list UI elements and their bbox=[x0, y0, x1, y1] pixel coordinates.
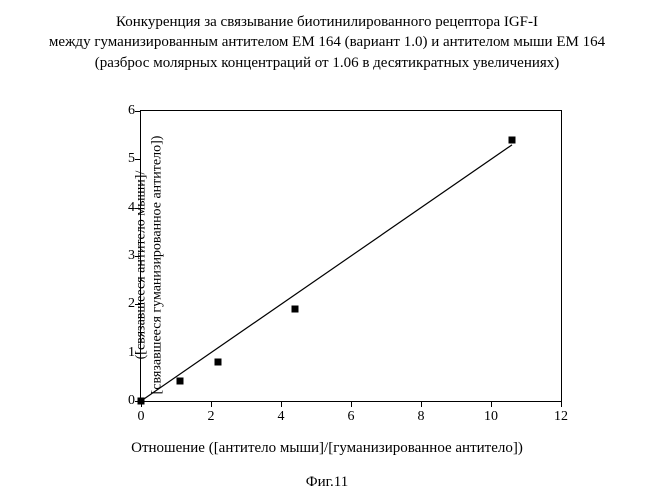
y-tick bbox=[135, 304, 141, 305]
y-tick-label: 3 bbox=[115, 248, 135, 264]
x-tick-label: 6 bbox=[339, 409, 363, 425]
title-line-3: (разброс молярных концентраций от 1.06 в… bbox=[0, 53, 654, 73]
x-tick-label: 2 bbox=[199, 409, 223, 425]
title-block: Конкуренция за связывание биотинилирован… bbox=[0, 12, 654, 73]
page: Конкуренция за связывание биотинилирован… bbox=[0, 0, 654, 500]
fit-line bbox=[141, 145, 512, 401]
figure-caption: Фиг.11 bbox=[0, 474, 654, 491]
chart: ([связавшееся антитело мыши]/ [связавшее… bbox=[60, 100, 600, 430]
y-tick bbox=[135, 208, 141, 209]
title-line-1: Конкуренция за связывание биотинилирован… bbox=[0, 12, 654, 32]
data-point bbox=[138, 398, 145, 405]
x-tick-label: 0 bbox=[129, 409, 153, 425]
x-tick bbox=[491, 401, 492, 407]
y-tick-label: 6 bbox=[115, 103, 135, 119]
data-point bbox=[292, 306, 299, 313]
x-tick bbox=[561, 401, 562, 407]
fit-line-svg bbox=[141, 111, 561, 401]
y-tick-label: 5 bbox=[115, 151, 135, 167]
x-tick bbox=[421, 401, 422, 407]
y-tick bbox=[135, 111, 141, 112]
y-tick-label: 0 bbox=[115, 393, 135, 409]
data-point bbox=[215, 359, 222, 366]
x-axis-label: Отношение ([антитело мыши]/[гуманизирова… bbox=[0, 440, 654, 457]
y-tick-label: 2 bbox=[115, 296, 135, 312]
x-tick-label: 12 bbox=[549, 409, 573, 425]
x-tick-label: 8 bbox=[409, 409, 433, 425]
x-tick-label: 10 bbox=[479, 409, 503, 425]
y-tick-label: 4 bbox=[115, 200, 135, 216]
x-tick bbox=[351, 401, 352, 407]
data-point bbox=[176, 377, 183, 384]
title-line-2: между гуманизированным антителом EM 164 … bbox=[0, 32, 654, 52]
y-tick bbox=[135, 353, 141, 354]
y-tick bbox=[135, 256, 141, 257]
y-tick-label: 1 bbox=[115, 345, 135, 361]
x-tick-label: 4 bbox=[269, 409, 293, 425]
data-point bbox=[509, 137, 516, 144]
x-tick bbox=[281, 401, 282, 407]
x-tick bbox=[211, 401, 212, 407]
plot-area: 0246810120123456 bbox=[140, 110, 562, 402]
y-tick bbox=[135, 159, 141, 160]
